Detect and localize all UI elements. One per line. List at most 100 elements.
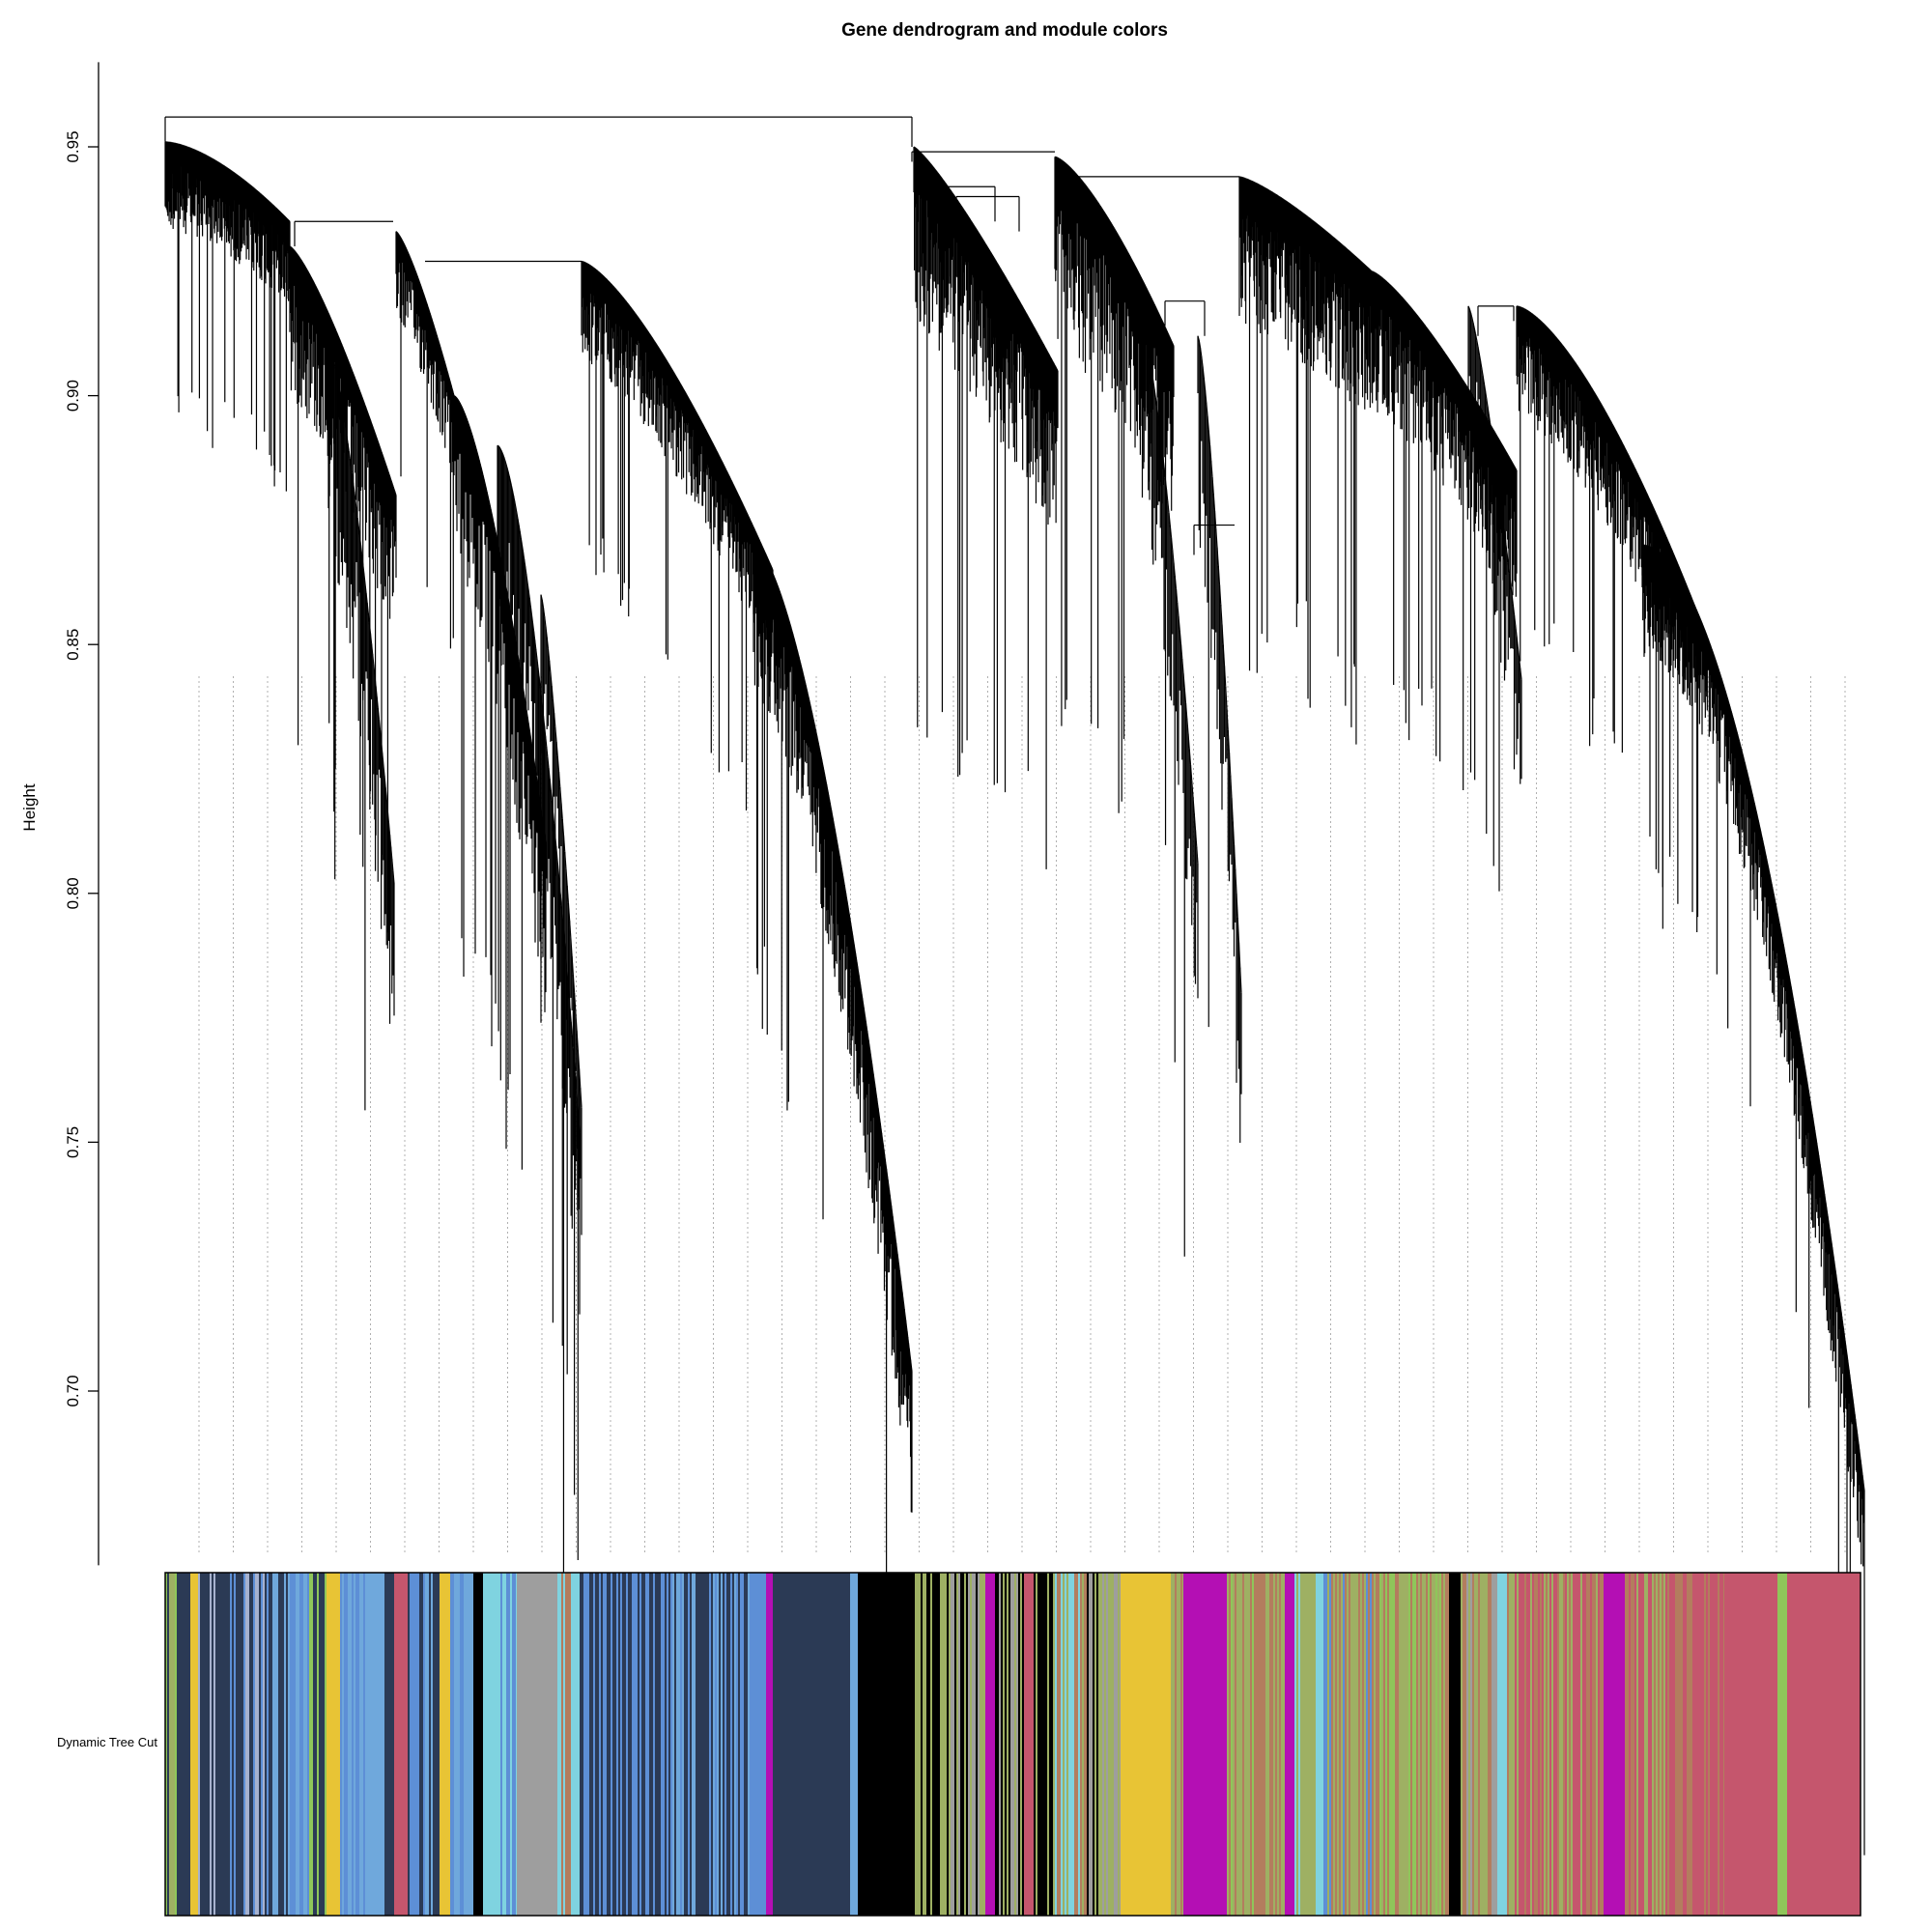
cascade-spine xyxy=(405,246,408,249)
cascade-spine xyxy=(940,177,943,179)
cascade-spine xyxy=(1151,372,1154,382)
cascade-spine xyxy=(1440,347,1443,350)
cascade-spine xyxy=(617,291,619,293)
cascade-spine xyxy=(990,252,993,255)
cascade-spine xyxy=(807,694,810,698)
cascade-spine xyxy=(1113,226,1116,229)
cascade-spine xyxy=(785,611,788,615)
cascade-spine xyxy=(988,248,990,251)
cascade-spine xyxy=(1420,319,1422,322)
cascade-spine xyxy=(1037,333,1039,336)
cascade-spine xyxy=(827,791,830,796)
cascade-spine xyxy=(1119,237,1122,240)
cascade-spine xyxy=(653,340,656,342)
cascade-spine xyxy=(1394,289,1397,291)
cascade-spine xyxy=(1450,361,1453,364)
cascade-spine xyxy=(350,467,354,475)
cascade-spine xyxy=(544,616,547,627)
cascade-spine xyxy=(373,664,376,676)
cascade-spine xyxy=(1549,330,1552,332)
cascade-spine xyxy=(676,378,679,381)
cascade-spine xyxy=(485,487,488,493)
cascade-spine xyxy=(448,378,451,382)
cascade-spine xyxy=(515,506,518,513)
cascade-spine xyxy=(1507,455,1510,458)
cascade-spine xyxy=(959,203,961,206)
cascade-spine xyxy=(826,787,829,792)
cascade-spine xyxy=(1382,278,1385,280)
cascade-spine xyxy=(1149,293,1151,296)
cascade-spine xyxy=(882,1143,885,1149)
cascade-spine xyxy=(1397,292,1399,294)
cascade-spine xyxy=(391,484,394,488)
cascade-spine xyxy=(891,1210,894,1217)
cascade-spine xyxy=(1437,343,1439,345)
cascade-spine xyxy=(753,526,755,529)
cascade-spine xyxy=(1140,322,1144,327)
cascade-spine xyxy=(1106,215,1109,218)
cascade-spine xyxy=(761,552,763,554)
cascade-spine xyxy=(821,762,824,767)
cascade-spine xyxy=(762,554,765,556)
cascade-spine xyxy=(984,242,987,245)
cascade-spine xyxy=(906,1331,909,1338)
cascade-spine xyxy=(917,149,919,151)
cascade-spine xyxy=(1160,318,1163,321)
cascade-spine xyxy=(1366,266,1368,268)
cascade-spine xyxy=(715,449,718,452)
cascade-spine xyxy=(1161,321,1164,324)
cascade-spine xyxy=(631,308,633,310)
cascade-spine xyxy=(678,381,681,384)
cascade-spine xyxy=(677,379,680,382)
cascade-spine xyxy=(534,639,537,649)
cascade-spine xyxy=(1113,228,1116,231)
cascade-spine xyxy=(477,456,480,461)
cascade-spine xyxy=(341,345,344,348)
cascade-spine xyxy=(542,607,546,617)
cascade-spine xyxy=(1443,352,1446,355)
cascade-spine xyxy=(1013,292,1016,294)
cascade-spine xyxy=(944,182,947,184)
cascade-spine xyxy=(888,1184,891,1190)
cascade-spine xyxy=(989,251,992,254)
cascade-spine xyxy=(1512,463,1515,466)
cascade-spine xyxy=(871,1068,874,1074)
cascade-spine xyxy=(1082,182,1085,184)
cascade-spine xyxy=(564,851,567,869)
cascade-spine xyxy=(403,242,406,245)
cascade-spine xyxy=(788,621,791,625)
cascade-spine xyxy=(705,429,707,432)
cascade-spine xyxy=(823,769,826,774)
cascade-spine xyxy=(612,285,614,288)
cascade-spine xyxy=(432,324,435,327)
cascade-spine xyxy=(434,327,437,331)
cascade-spine xyxy=(1515,625,1518,637)
cascade-spine xyxy=(1454,367,1457,370)
cascade-spine xyxy=(1509,458,1512,461)
cascade-spine xyxy=(1167,500,1170,513)
cascade-spine xyxy=(749,518,751,520)
cascade-spine xyxy=(935,169,937,172)
cascade-spine xyxy=(730,481,733,483)
cascade-spine xyxy=(1577,364,1578,367)
cascade-spine xyxy=(1002,271,1005,274)
cascade-spine xyxy=(338,336,340,340)
cascade-spine xyxy=(1020,303,1022,305)
cascade-spine xyxy=(527,589,530,598)
cascade-spine xyxy=(1358,259,1361,262)
cascade-spine xyxy=(1487,406,1490,415)
cascade-spine xyxy=(946,185,949,187)
cascade-spine xyxy=(817,742,820,747)
cascade-spine xyxy=(773,576,776,580)
cascade-spine xyxy=(367,612,370,623)
cascade-spine xyxy=(899,1275,902,1282)
cascade-spine xyxy=(1496,475,1499,486)
cascade-spine xyxy=(1110,221,1112,224)
cascade-spine xyxy=(777,585,780,588)
cascade-spine xyxy=(1047,352,1050,355)
cascade-spine xyxy=(784,608,787,611)
cascade-spine xyxy=(1158,425,1161,436)
cascade-spine xyxy=(771,566,773,569)
cascade-spine xyxy=(734,488,737,491)
cascade-spine xyxy=(821,759,823,763)
